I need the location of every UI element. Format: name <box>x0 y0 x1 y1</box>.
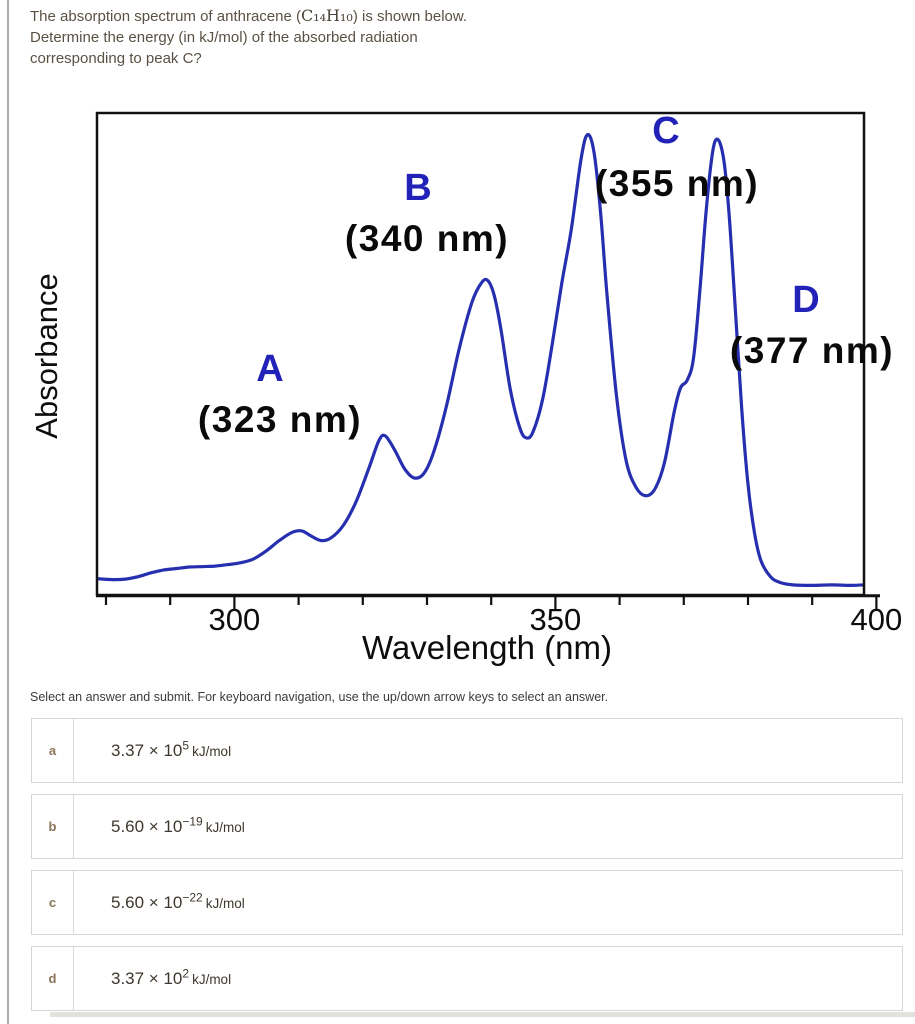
answer-option-b[interactable]: b 5.60 × 10−19 kJ/mol <box>31 794 903 859</box>
option-value-base: 3.37 × 10 <box>111 968 183 988</box>
option-value: 5.60 × 10−19 kJ/mol <box>111 813 245 837</box>
keyboard-hint: Select an answer and submit. For keyboar… <box>30 690 609 704</box>
option-value-base: 5.60 × 10 <box>111 816 183 836</box>
answer-option-c[interactable]: c 5.60 × 10−22 kJ/mol <box>31 870 903 935</box>
x-tick-label-350: 350 <box>529 602 582 637</box>
x-axis-label: Wavelength (nm) <box>361 629 613 666</box>
option-value-exponent: −22 <box>182 889 203 904</box>
option-unit: kJ/mol <box>192 743 232 759</box>
answer-option-d[interactable]: d 3.37 × 102 kJ/mol <box>31 946 903 1011</box>
question-line1-pre: The absorption spectrum of anthracene ( <box>30 8 301 25</box>
answer-option-a[interactable]: a 3.37 × 105 kJ/mol <box>31 718 903 783</box>
peak-b-letter: B <box>404 167 432 209</box>
x-tick-label-300: 300 <box>208 602 261 637</box>
question-line2: Determine the energy (in kJ/mol) of the … <box>30 29 418 46</box>
question-line1: The absorption spectrum of anthracene (C… <box>30 5 467 27</box>
option-unit: kJ/mol <box>205 895 245 911</box>
chemical-formula: C₁₄H₁₀ <box>300 6 353 25</box>
option-value-base: 5.60 × 10 <box>111 892 183 912</box>
option-value-exponent: 5 <box>182 737 190 752</box>
option-unit: kJ/mol <box>192 971 232 987</box>
option-letter: d <box>32 947 74 1010</box>
option-unit: kJ/mol <box>205 819 245 835</box>
peak-d-wavelength: (377 nm) <box>729 330 895 371</box>
peak-d-letter: D <box>792 279 820 321</box>
page-left-border <box>7 0 9 1024</box>
option-value: 3.37 × 102 kJ/mol <box>111 965 232 989</box>
peak-c-wavelength: (355 nm) <box>594 163 760 204</box>
option-value-exponent: 2 <box>182 965 190 980</box>
peak-a-letter: A <box>256 348 284 390</box>
option-value-base: 3.37 × 10 <box>111 740 183 760</box>
peak-a-wavelength: (323 nm) <box>197 399 363 440</box>
bottom-divider <box>50 1012 915 1017</box>
question-text: The absorption spectrum of anthracene (C… <box>30 5 467 69</box>
option-letter: b <box>32 795 74 858</box>
option-value: 5.60 × 10−22 kJ/mol <box>111 889 245 913</box>
option-letter: c <box>32 871 74 934</box>
option-value-exponent: −19 <box>182 813 203 828</box>
peak-b-wavelength: (340 nm) <box>344 218 510 259</box>
x-tick-label-400: 400 <box>850 602 903 637</box>
y-axis-label: Absorbance <box>29 273 64 439</box>
option-letter: a <box>32 719 74 782</box>
question-line3: corresponding to peak C? <box>30 50 202 67</box>
peak-c-letter: C <box>652 110 680 152</box>
question-line1-post: ) is shown below. <box>352 8 468 25</box>
option-value: 3.37 × 105 kJ/mol <box>111 737 232 761</box>
